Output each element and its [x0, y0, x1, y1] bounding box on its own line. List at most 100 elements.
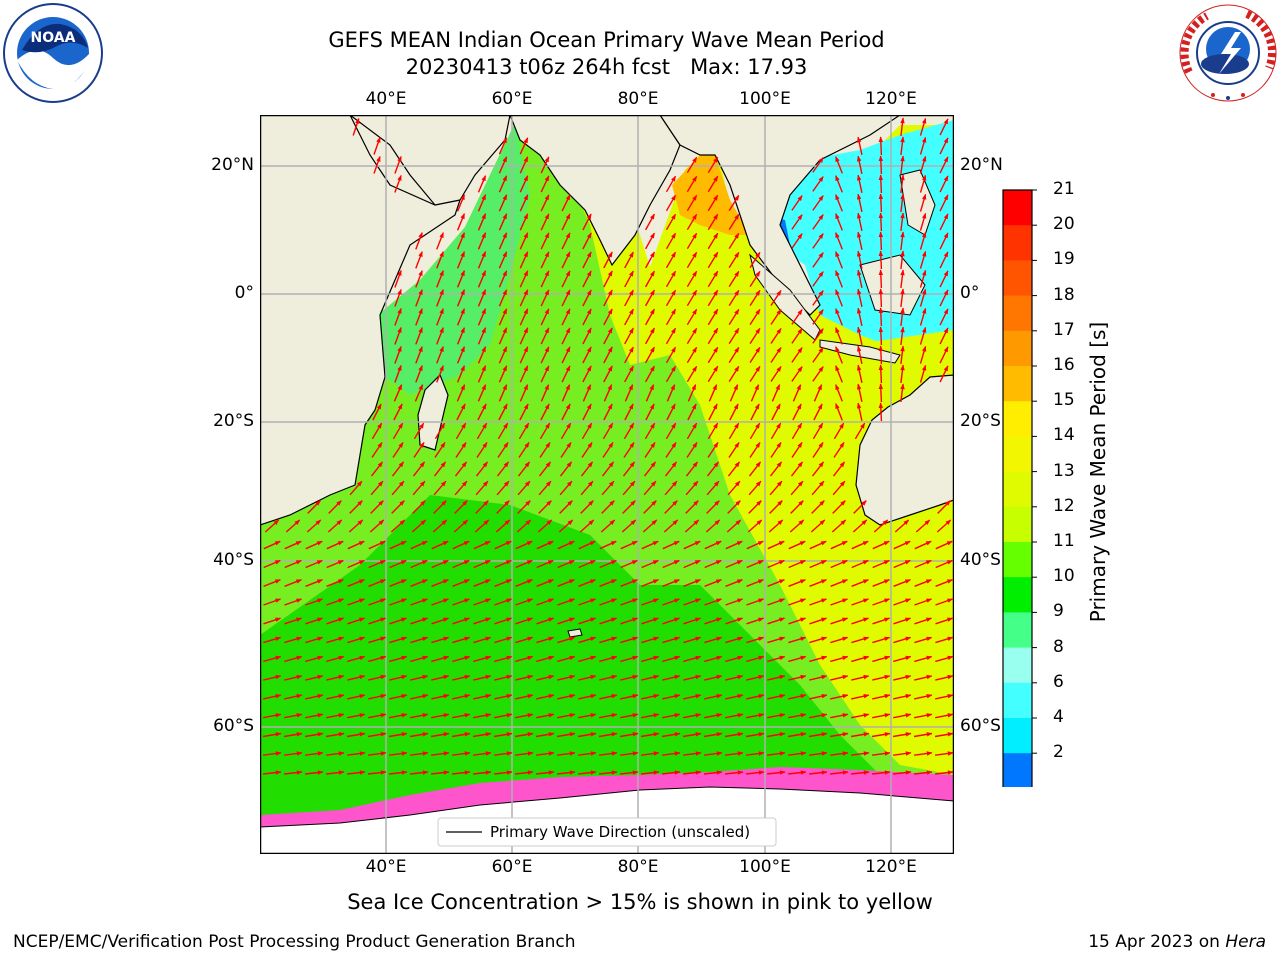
- wave-direction-arrow: [835, 403, 843, 421]
- wave-direction-arrow: [305, 636, 324, 644]
- wave-direction-arrow: [704, 617, 723, 625]
- wave-direction-arrow: [580, 480, 594, 496]
- wave-direction-arrow: [830, 674, 849, 681]
- wave-direction-arrow: [283, 732, 303, 738]
- wave-direction-arrow: [856, 288, 863, 307]
- wave-direction-arrow: [788, 559, 806, 569]
- wave-direction-arrow: [284, 636, 303, 644]
- wave-direction-arrow: [939, 175, 949, 193]
- wave-direction-arrow: [307, 500, 321, 514]
- wave-direction-arrow: [749, 270, 761, 287]
- wave-direction-arrow: [767, 674, 786, 681]
- wave-direction-arrow: [788, 751, 807, 756]
- wave-direction-arrow: [641, 674, 660, 681]
- wave-direction-arrow: [767, 540, 785, 550]
- wave-direction-arrow: [498, 251, 508, 269]
- wave-direction-arrow: [519, 308, 529, 326]
- wave-direction-arrow: [641, 751, 660, 756]
- wave-direction-arrow: [830, 598, 849, 606]
- wave-direction-arrow: [683, 540, 701, 550]
- wave-direction-arrow: [347, 559, 365, 569]
- wave-direction-arrow: [431, 751, 450, 756]
- wave-direction-arrow: [767, 770, 786, 775]
- wave-direction-arrow: [540, 365, 550, 383]
- wave-direction-arrow: [580, 461, 594, 477]
- wave-direction-arrow: [812, 176, 824, 192]
- wave-direction-arrow: [515, 713, 534, 719]
- wave-direction-arrow: [391, 480, 405, 496]
- wave-direction-arrow: [750, 403, 760, 421]
- wave-direction-arrow: [726, 519, 742, 533]
- wave-direction-arrow: [833, 422, 845, 440]
- wave-direction-arrow: [664, 500, 678, 514]
- wave-direction-arrow: [851, 693, 870, 700]
- wave-direction-arrow: [537, 519, 553, 533]
- wave-direction-arrow: [872, 617, 891, 625]
- wave-direction-arrow: [410, 636, 429, 644]
- wave-direction-arrow: [477, 289, 487, 307]
- wave-direction-arrow: [830, 559, 848, 569]
- lon-label-top: 100°E: [739, 89, 791, 109]
- wave-direction-arrow: [851, 540, 869, 550]
- wave-direction-arrow: [434, 422, 446, 440]
- wave-direction-arrow: [436, 365, 444, 383]
- wave-direction-arrow: [456, 289, 466, 307]
- wave-direction-arrow: [519, 403, 529, 421]
- chart-title: GEFS MEAN Indian Ocean Primary Wave Mean…: [328, 28, 885, 52]
- wave-direction-arrow: [728, 289, 740, 306]
- wave-direction-arrow: [477, 232, 487, 250]
- wave-direction-arrow: [326, 559, 344, 569]
- wave-direction-arrow: [893, 559, 911, 569]
- wave-direction-arrow: [454, 461, 468, 477]
- wave-direction-arrow: [704, 540, 722, 550]
- wave-direction-arrow: [497, 422, 509, 440]
- wave-direction-arrow: [561, 346, 571, 364]
- wave-direction-arrow: [559, 480, 573, 496]
- wave-direction-arrow: [436, 308, 444, 326]
- wave-direction-arrow: [394, 307, 402, 326]
- colorbar-segment: [1003, 647, 1032, 684]
- wave-direction-arrow: [477, 384, 487, 402]
- wave-direction-arrow: [686, 327, 698, 345]
- wave-direction-arrow: [415, 232, 423, 250]
- wave-direction-arrow: [389, 559, 407, 569]
- sea-ice-caption: Sea Ice Concentration > 15% is shown in …: [347, 890, 933, 914]
- wave-direction-arrow: [284, 693, 303, 700]
- wave-direction-arrow: [598, 732, 618, 738]
- wave-direction-arrow: [519, 346, 529, 364]
- wave-direction-arrow: [725, 713, 744, 719]
- wave-direction-arrow: [706, 461, 720, 477]
- wave-direction-arrow: [771, 403, 781, 421]
- wave-direction-arrow: [725, 617, 744, 625]
- wave-direction-arrow: [415, 270, 423, 288]
- wave-direction-arrow: [768, 519, 784, 533]
- wave-direction-arrow: [728, 213, 740, 230]
- colorbar-segment: [1003, 260, 1032, 297]
- philippines: [899, 169, 936, 236]
- wave-direction-arrow: [835, 346, 843, 364]
- wave-direction-arrow: [263, 636, 282, 644]
- wave-direction-arrow: [620, 655, 639, 663]
- wave-direction-arrow: [263, 674, 282, 681]
- wave-direction-arrow: [665, 232, 677, 250]
- wave-direction-arrow: [599, 617, 618, 625]
- lat-label-right: 60°S: [960, 716, 1001, 736]
- wave-direction-arrow: [808, 732, 828, 738]
- wave-direction-arrow: [767, 751, 786, 756]
- colorbar-segment: [1003, 506, 1032, 543]
- wave-direction-arrow: [665, 251, 677, 269]
- wave-direction-arrow: [581, 442, 593, 458]
- wave-direction-arrow: [872, 598, 891, 606]
- wave-direction-arrow: [812, 214, 824, 230]
- lat-label-left: 20°S: [213, 411, 254, 431]
- wave-direction-arrow: [623, 422, 635, 440]
- wave-direction-arrow: [624, 403, 634, 421]
- wave-direction-arrow: [326, 770, 345, 775]
- wave-direction-arrow: [536, 751, 555, 756]
- wave-direction-arrow: [872, 636, 891, 644]
- wave-direction-arrow: [664, 480, 678, 496]
- wave-direction-arrow: [601, 461, 615, 477]
- wave-direction-arrow: [623, 442, 635, 458]
- wave-direction-arrow: [582, 346, 592, 364]
- wave-direction-arrow: [835, 194, 843, 212]
